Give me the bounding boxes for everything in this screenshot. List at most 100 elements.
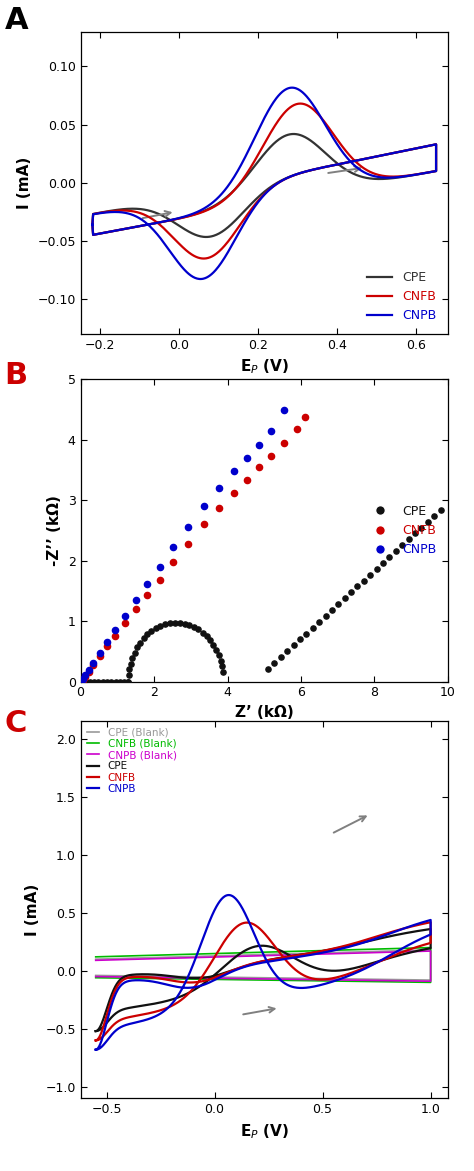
Point (322, 607, 329, 625)
Point (169, 537, 177, 556)
Point (78, 672, 85, 691)
Point (156, 570, 164, 589)
Point (85, 660, 92, 679)
Point (430, 506, 438, 525)
Point (232, 683, 240, 701)
Point (296, 630, 304, 649)
Legend: CPE (Blank), CNFB (Blank), CNPB (Blank), CPE, CNFB, CNPB: CPE (Blank), CNFB (Blank), CNPB (Blank),… (86, 726, 178, 795)
Point (219, 676, 227, 694)
Point (169, 553, 177, 571)
Point (217, 651, 225, 670)
Point (181, 614, 188, 632)
Point (96, 646, 103, 665)
X-axis label: E$_P$ (V): E$_P$ (V) (240, 1122, 289, 1141)
Point (81, 666, 89, 685)
Point (277, 648, 284, 666)
Point (392, 542, 400, 561)
Point (116, 672, 124, 691)
Point (219, 657, 226, 676)
Point (360, 571, 368, 590)
Point (171, 614, 179, 632)
Point (411, 525, 419, 543)
Point (140, 629, 147, 648)
Point (128, 649, 136, 667)
Point (190, 617, 198, 636)
Point (335, 595, 342, 614)
X-axis label: Z’ (kΩ): Z’ (kΩ) (235, 705, 293, 720)
Point (264, 659, 272, 678)
Point (328, 601, 336, 619)
Point (267, 447, 274, 466)
Point (125, 666, 132, 685)
Point (144, 574, 151, 593)
Point (302, 624, 310, 643)
Point (315, 612, 323, 631)
Point (437, 500, 445, 519)
Point (245, 684, 253, 703)
Point (78, 672, 85, 691)
Point (133, 638, 141, 657)
Point (81, 667, 89, 686)
Point (230, 461, 238, 480)
Point (243, 448, 250, 467)
Point (108, 672, 115, 691)
Point (95, 672, 102, 691)
Point (184, 534, 191, 553)
Point (156, 557, 164, 576)
Point (255, 458, 263, 477)
Point (79, 670, 87, 689)
Point (418, 519, 425, 537)
Point (207, 631, 214, 650)
Y-axis label: -Z’’ (kΩ): -Z’’ (kΩ) (47, 495, 62, 566)
Point (166, 614, 173, 632)
Point (91, 672, 98, 691)
Point (210, 636, 217, 655)
Point (144, 586, 151, 604)
Point (131, 643, 138, 662)
Point (290, 636, 297, 655)
Text: C: C (5, 708, 27, 738)
Point (399, 536, 406, 555)
Point (281, 433, 288, 452)
Point (112, 626, 119, 645)
Point (216, 479, 223, 498)
Point (79, 670, 87, 689)
Point (200, 515, 208, 534)
Point (405, 530, 412, 549)
Point (96, 644, 103, 663)
Point (90, 653, 97, 672)
Point (78, 672, 85, 691)
Point (137, 634, 144, 652)
Point (103, 632, 111, 651)
Point (103, 637, 111, 656)
Point (386, 548, 393, 567)
Point (152, 618, 160, 637)
Point (255, 436, 263, 454)
Point (99, 672, 107, 691)
Point (200, 497, 208, 515)
Point (347, 583, 355, 602)
Point (127, 655, 135, 673)
Point (258, 679, 265, 698)
Text: A: A (5, 6, 28, 35)
Point (293, 419, 301, 438)
Point (120, 672, 128, 691)
Point (309, 618, 317, 637)
Point (132, 600, 139, 618)
Point (156, 617, 164, 636)
Point (199, 623, 207, 642)
Point (271, 653, 278, 672)
Point (366, 566, 374, 584)
Point (243, 471, 250, 489)
Point (373, 560, 381, 578)
Point (216, 498, 223, 516)
Point (148, 622, 155, 641)
Point (86, 672, 94, 691)
Point (112, 672, 119, 691)
Point (195, 621, 202, 639)
Legend: CPE, CNFB, CNPB: CPE, CNFB, CNPB (363, 500, 442, 561)
Point (132, 590, 139, 609)
Point (112, 621, 119, 639)
Point (126, 660, 133, 679)
Point (121, 614, 128, 632)
